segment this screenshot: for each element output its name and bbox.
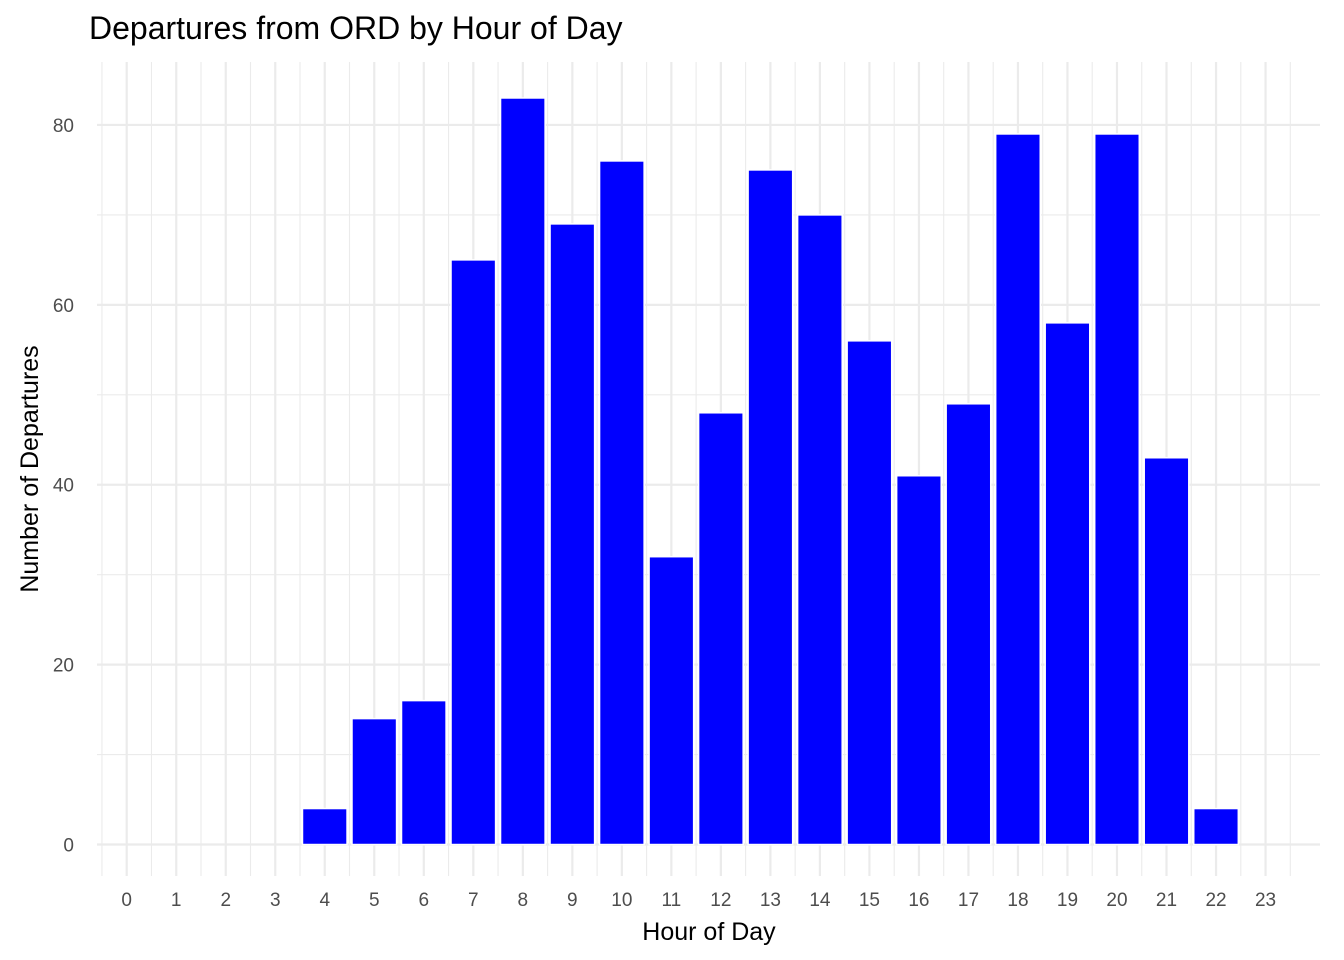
x-tick-label: 13 xyxy=(760,890,781,911)
x-tick-label: 4 xyxy=(319,890,330,911)
x-tick-label: 17 xyxy=(958,890,979,911)
bar-hour-11 xyxy=(648,555,695,846)
x-axis-label: Hour of Day xyxy=(642,918,776,946)
x-tick-label: 23 xyxy=(1255,890,1276,911)
y-axis-ticks: 0 20 40 60 80 xyxy=(53,116,74,857)
chart-title: Departures from ORD by Hour of Day xyxy=(89,10,623,46)
bar-hour-6 xyxy=(400,699,447,846)
bar-hour-15 xyxy=(846,340,893,846)
bar-hour-17 xyxy=(945,403,992,846)
x-tick-label: 11 xyxy=(661,890,681,911)
y-tick-label: 0 xyxy=(63,836,74,857)
x-tick-label: 2 xyxy=(220,890,231,911)
bar-hour-8 xyxy=(499,97,546,846)
x-tick-label: 21 xyxy=(1156,890,1177,911)
x-tick-label: 15 xyxy=(859,890,880,911)
x-tick-label: 19 xyxy=(1057,890,1078,911)
x-tick-label: 3 xyxy=(270,890,281,911)
x-tick-label: 8 xyxy=(518,890,529,911)
y-tick-label: 20 xyxy=(53,656,74,677)
bar-hour-19 xyxy=(1044,322,1091,846)
x-tick-label: 6 xyxy=(419,890,430,911)
bar-hour-13 xyxy=(747,169,794,846)
x-tick-label: 22 xyxy=(1205,890,1226,911)
bar-hour-16 xyxy=(895,474,942,846)
x-tick-label: 20 xyxy=(1106,890,1127,911)
bar-hour-4 xyxy=(301,807,348,846)
x-tick-label: 1 xyxy=(171,890,182,911)
y-tick-label: 60 xyxy=(53,296,74,317)
x-tick-label: 5 xyxy=(369,890,380,911)
bar-hour-12 xyxy=(697,412,744,846)
bars-layer xyxy=(301,97,1240,846)
x-tick-label: 0 xyxy=(121,890,132,911)
bar-hour-18 xyxy=(994,133,1041,846)
x-tick-label: 18 xyxy=(1007,890,1028,911)
x-tick-label: 12 xyxy=(710,890,731,911)
y-tick-label: 40 xyxy=(53,476,74,497)
x-tick-label: 9 xyxy=(567,890,578,911)
x-tick-label: 16 xyxy=(908,890,929,911)
bar-hour-5 xyxy=(351,717,398,846)
bar-hour-21 xyxy=(1143,457,1190,846)
bar-hour-14 xyxy=(796,214,843,846)
x-tick-label: 14 xyxy=(809,890,831,911)
x-axis-ticks: 0 1 2 3 4 5 6 7 8 9 10 11 12 13 14 15 16 17 18 19 20 21 22 23 xyxy=(121,890,1276,911)
bar-hour-22 xyxy=(1192,807,1240,846)
bar-hour-10 xyxy=(598,160,645,846)
x-tick-label: 10 xyxy=(611,890,632,911)
bar-hour-9 xyxy=(549,223,596,846)
bar-hour-7 xyxy=(450,259,497,846)
y-axis-label: Number of Departures xyxy=(16,345,44,592)
bar-hour-20 xyxy=(1093,133,1141,846)
y-tick-label: 80 xyxy=(53,116,74,137)
x-tick-label: 7 xyxy=(468,890,479,911)
